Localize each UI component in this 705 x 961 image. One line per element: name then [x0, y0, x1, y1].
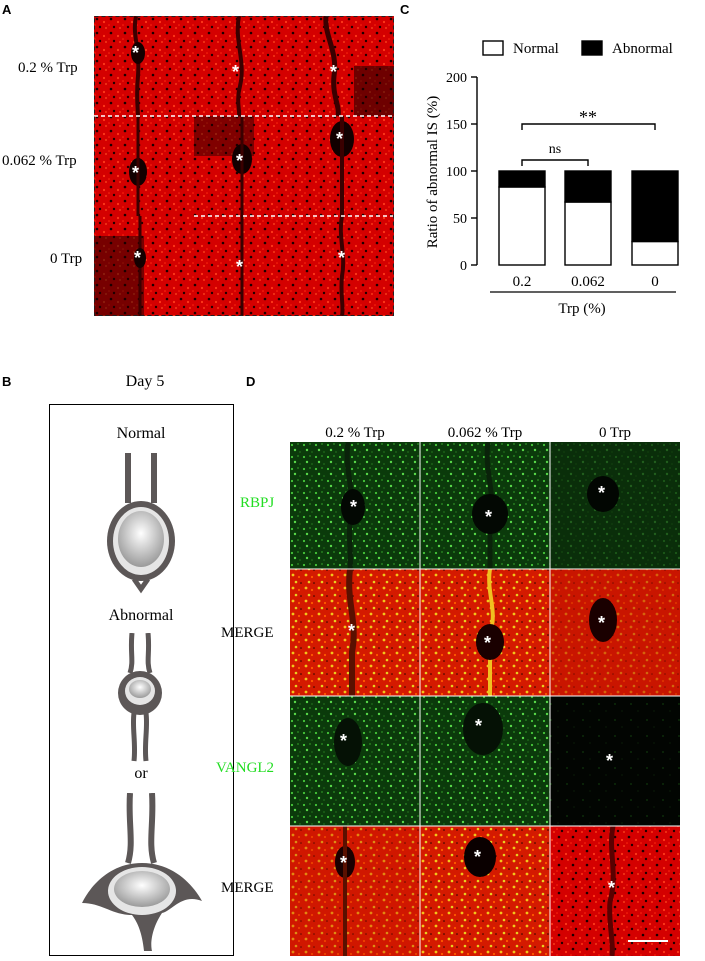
bar-normal [631, 240, 679, 266]
implantation-site-marker: * [348, 621, 356, 641]
y-tick-label: 200 [446, 71, 467, 86]
panel-d-row-label-rbpj: RBPJ [240, 495, 275, 511]
x-axis-title: Trp (%) [558, 301, 605, 317]
implantation-site-marker: * [236, 257, 244, 277]
legend-abnormal-label: Abnormal [612, 41, 673, 57]
implantation-site-marker: * [340, 731, 348, 751]
bar-normal [564, 201, 612, 266]
implantation-site-marker: * [474, 847, 482, 867]
panel-d-label: D [246, 374, 256, 389]
panel-d-row-label-vangl2: VANGL2 [216, 760, 275, 776]
panel-b-title: Day 5 [125, 373, 165, 390]
abnormal-implantation-diagram-large [82, 793, 202, 951]
bar-normal [498, 186, 546, 266]
panel-b-box: Normal Abnormal or [49, 404, 234, 956]
y-tick-label: 50 [453, 212, 467, 227]
panel-a-image-grid: * * * * * * * * * [94, 15, 394, 317]
legend-normal-label: Normal [513, 41, 559, 57]
implantation-site-marker: * [598, 613, 606, 633]
implantation-site-marker: * [132, 43, 140, 63]
scale-bar [628, 940, 668, 942]
panel-d-column-label: 0.2 % Trp [325, 425, 385, 441]
panel-c-chart: Normal Abnormal Ratio of abnormal IS (%)… [425, 40, 679, 317]
panel-d-column-label: 0 Trp [598, 425, 632, 441]
implantation-site-marker: * [134, 248, 142, 268]
implantation-site-marker: * [336, 129, 344, 149]
x-tick-label: 0.2 [513, 274, 532, 290]
implantation-site-marker: * [330, 62, 338, 82]
implantation-site-marker: * [475, 716, 483, 736]
panel-d-column-label: 0.062 % Trp [447, 425, 523, 441]
y-tick-label: 100 [446, 165, 467, 180]
panel-b-label: B [2, 374, 12, 389]
panel-d-micrograph [290, 441, 680, 957]
significance-far-label: ** [579, 107, 597, 127]
significance-bracket-near [521, 159, 589, 166]
y-tick-label: 150 [446, 118, 467, 133]
panel-a-row-label: 0.2 % Trp [18, 60, 78, 76]
implantation-site-marker: * [608, 878, 616, 898]
panel-a-row-label: 0 Trp [50, 251, 83, 267]
implantation-site-marker: * [350, 497, 358, 517]
implantation-site-marker: * [232, 62, 240, 82]
implantation-site-marker: * [236, 151, 244, 171]
implantation-site-marker: * [606, 751, 614, 771]
implantation-site-marker: * [132, 163, 140, 183]
panel-a-micrograph [94, 15, 394, 317]
y-tick-label: 0 [460, 259, 467, 274]
x-tick-label: 0 [651, 274, 659, 290]
implantation-site-marker: * [484, 633, 492, 653]
implantation-site-marker: * [338, 248, 346, 268]
significance-near-label: ns [549, 142, 561, 157]
bar-abnormal [498, 170, 546, 188]
or-label: or [134, 765, 148, 782]
x-tick-label: 0.062 [571, 274, 605, 290]
bar-abnormal [631, 170, 679, 243]
normal-implantation-diagram [107, 453, 175, 594]
panel-d-row-label-merge: MERGE [221, 625, 274, 641]
normal-label: Normal [116, 425, 166, 442]
implantation-site-marker: * [485, 507, 493, 527]
y-axis-title: Ratio of abnormal IS (%) [425, 96, 441, 248]
panel-a-label: A [2, 2, 12, 17]
panel-c-label: C [400, 2, 410, 17]
panel-d-row-label-merge: MERGE [221, 880, 274, 896]
legend-swatch-normal [482, 40, 504, 56]
abnormal-implantation-diagram-small [118, 633, 162, 762]
implantation-site-marker: * [598, 483, 606, 503]
bar-abnormal [564, 170, 612, 203]
abnormal-label: Abnormal [108, 607, 174, 624]
significance-bracket-far [521, 123, 656, 130]
implantation-site-marker: * [340, 853, 348, 873]
panel-d-image-grid: * * * * * * * * * * * * [290, 441, 680, 957]
panel-a-row-label: 0.062 % Trp [2, 153, 77, 169]
legend-swatch-abnormal [581, 40, 603, 56]
